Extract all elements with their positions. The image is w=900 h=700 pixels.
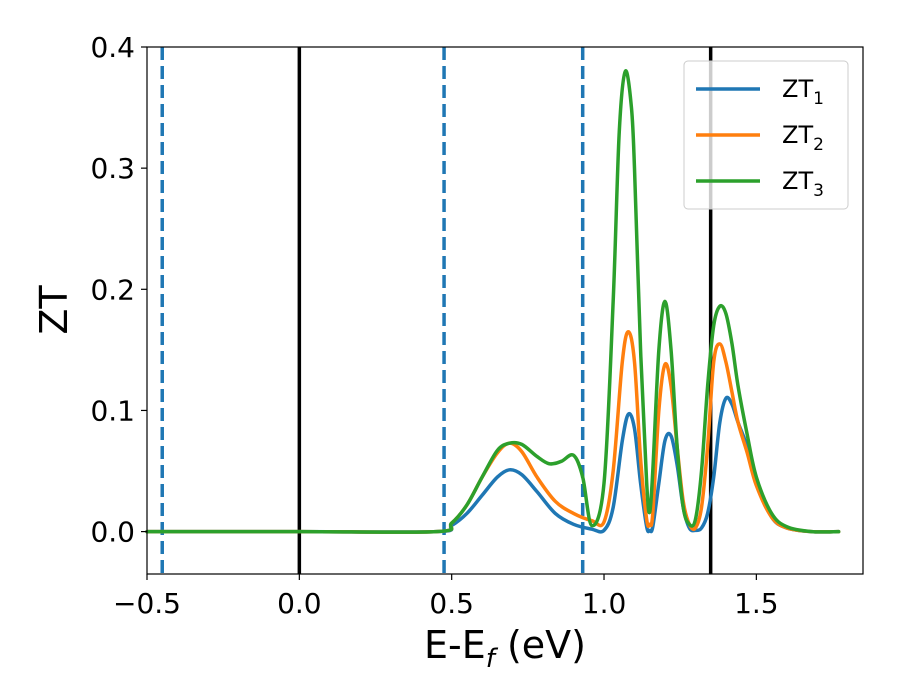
series-lines	[145, 69, 841, 534]
y-axis-ticks: 0.0 0.1 0.2 0.3 0.4	[90, 31, 147, 549]
plot-frame	[146, 46, 864, 575]
x-axis-ticks: −0.5 0.0 0.5 1.0 1.5	[113, 574, 779, 620]
y-tick-label: 0.0	[90, 516, 135, 549]
legend-label-zt2: ZT2	[782, 121, 824, 155]
x-axis-label-unit: (eV)	[495, 623, 586, 667]
y-tick-label: 0.1	[90, 394, 135, 427]
x-tick-label: 1.5	[734, 587, 779, 620]
x-tick-label: 1.0	[582, 587, 627, 620]
x-tick-label: 0.5	[429, 587, 474, 620]
y-axis-label: ZT	[32, 285, 76, 335]
x-tick-label: 0.0	[277, 587, 322, 620]
legend: ZT1 ZT2 ZT3	[683, 60, 849, 210]
series-line-zt3	[145, 69, 841, 534]
legend-label-zt1: ZT1	[782, 75, 824, 109]
y-tick-label: 0.2	[90, 273, 135, 306]
legend-box	[683, 60, 849, 210]
series-line-zt1	[145, 395, 841, 534]
y-tick-label: 0.4	[90, 31, 135, 64]
y-tick-label: 0.3	[90, 152, 135, 185]
legend-label-zt3: ZT3	[782, 167, 824, 201]
x-axis-label: E-Ef (eV)	[424, 623, 586, 674]
x-tick-label: −0.5	[113, 587, 181, 620]
